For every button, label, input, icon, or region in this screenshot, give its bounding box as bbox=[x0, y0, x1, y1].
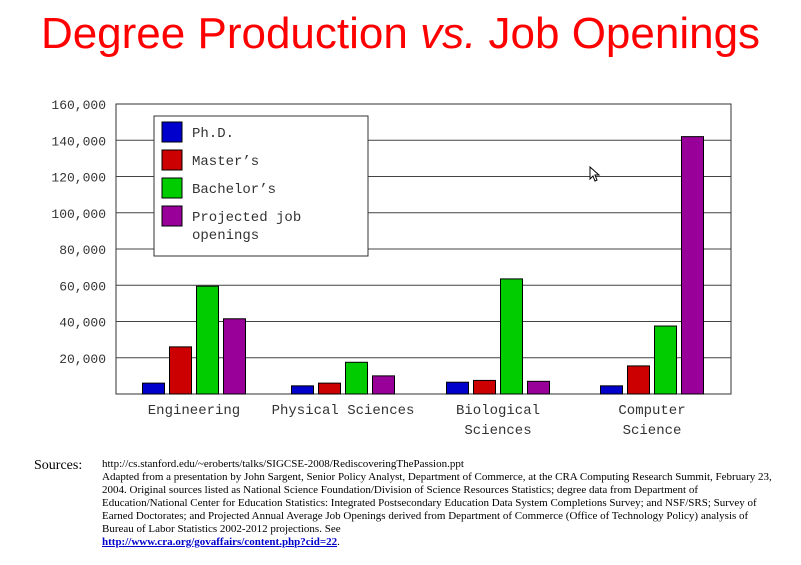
sources-label: Sources: bbox=[34, 458, 83, 473]
bar bbox=[473, 379, 496, 395]
y-tick-label: 140,000 bbox=[51, 134, 106, 149]
legend-box bbox=[153, 115, 369, 257]
y-tick-label: 20,000 bbox=[59, 352, 106, 367]
legend-swatch bbox=[161, 205, 183, 227]
title-part-2: Job Openings bbox=[476, 9, 761, 58]
legend-swatch bbox=[161, 149, 183, 171]
bar bbox=[318, 382, 341, 395]
title-part-1: Degree Production bbox=[40, 9, 421, 58]
bar bbox=[654, 325, 677, 395]
bar bbox=[600, 385, 623, 395]
plot-frame bbox=[115, 103, 732, 395]
legend-label: Master’s bbox=[192, 154, 259, 170]
x-tick-label: Engineering bbox=[148, 403, 240, 419]
x-tick-label: Science bbox=[623, 423, 682, 439]
sources-link[interactable]: http://www.cra.org/govaffairs/content.ph… bbox=[102, 536, 338, 548]
legend-label: Bachelor’s bbox=[192, 182, 276, 198]
bar bbox=[627, 365, 650, 395]
bar bbox=[223, 318, 246, 395]
bar bbox=[446, 381, 469, 395]
x-tick-label: Biological bbox=[456, 403, 540, 419]
y-tick-label: 160,000 bbox=[51, 98, 106, 113]
legend-swatch bbox=[161, 121, 183, 143]
y-tick-label: 60,000 bbox=[59, 279, 106, 294]
bar bbox=[196, 285, 219, 395]
bar bbox=[345, 361, 368, 395]
bar bbox=[372, 375, 395, 395]
y-tick-label: 120,000 bbox=[51, 171, 106, 186]
sources-trailing: . bbox=[337, 536, 340, 548]
x-tick-label: Sciences bbox=[464, 423, 531, 439]
sources-url-line: http://cs.stanford.edu/~eroberts/talks/S… bbox=[102, 458, 464, 470]
bar bbox=[142, 382, 165, 395]
y-tick-label: 40,000 bbox=[59, 316, 106, 331]
slide-title: Degree Production vs. Job Openings bbox=[0, 8, 801, 60]
x-tick-label: Computer bbox=[618, 403, 685, 419]
legend-label: Ph.D. bbox=[192, 126, 234, 142]
x-tick-label: Physical Sciences bbox=[272, 403, 415, 419]
bar bbox=[527, 380, 550, 395]
y-tick-label: 80,000 bbox=[59, 243, 106, 258]
legend-label: openings bbox=[192, 228, 259, 244]
legend-label: Projected job bbox=[192, 210, 301, 226]
mouse-cursor-icon bbox=[589, 166, 601, 182]
bar bbox=[681, 136, 704, 395]
bar bbox=[291, 385, 314, 395]
legend-swatch bbox=[161, 177, 183, 199]
title-part-vs: vs. bbox=[420, 9, 477, 58]
bar-chart: 20,000 40,000 60,000 80,000 100,000 120,000 14… bbox=[51, 98, 732, 439]
sources-body: Adapted from a presentation by John Sarg… bbox=[102, 471, 772, 535]
y-tick-label: 100,000 bbox=[51, 207, 106, 222]
bar bbox=[169, 346, 192, 395]
sources-text: http://cs.stanford.edu/~eroberts/talks/S… bbox=[102, 458, 782, 549]
bar bbox=[500, 278, 523, 395]
